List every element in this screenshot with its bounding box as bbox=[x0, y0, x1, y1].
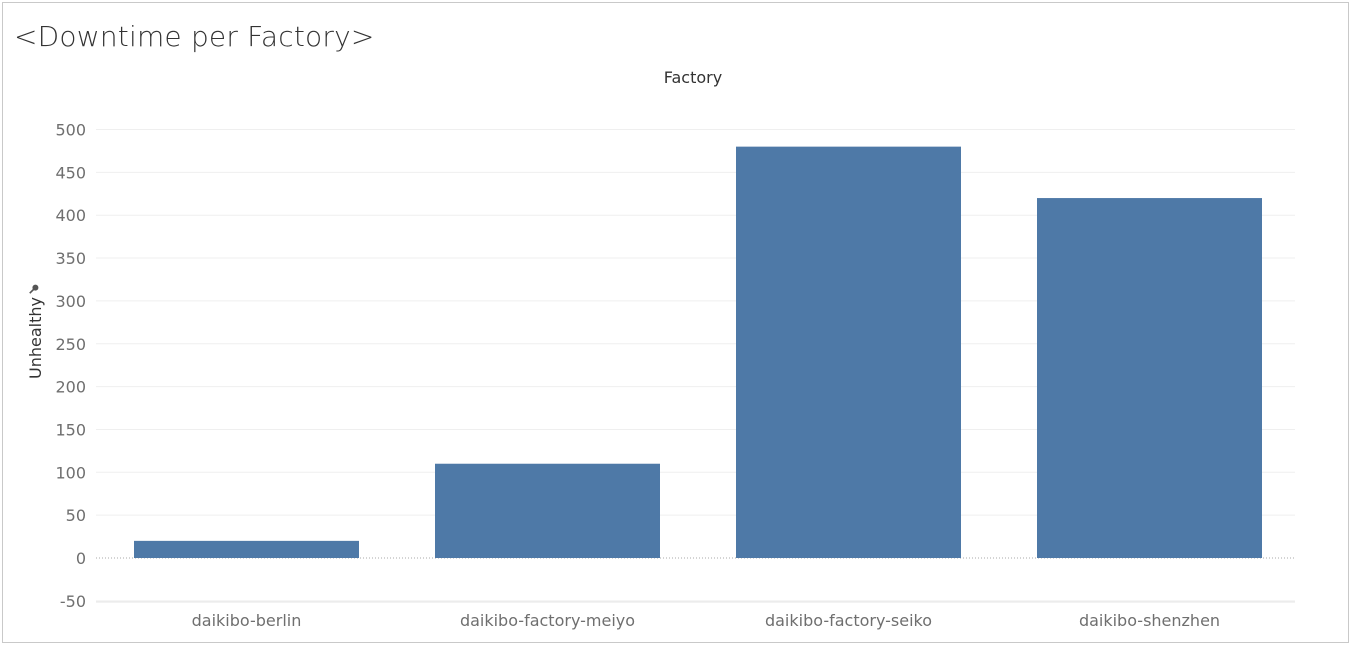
x-category-label: daikibo-berlin bbox=[192, 611, 302, 630]
y-tick-label: 450 bbox=[55, 163, 86, 182]
y-tick-label: 350 bbox=[55, 249, 86, 268]
y-tick-label: 0 bbox=[76, 549, 86, 568]
bars bbox=[134, 146, 1262, 558]
x-category-label: daikibo-shenzhen bbox=[1079, 611, 1220, 630]
x-category-label: daikibo-factory-seiko bbox=[765, 611, 932, 630]
x-axis-title: Factory bbox=[664, 68, 722, 87]
bar-daikibo-shenzhen[interactable] bbox=[1037, 198, 1262, 558]
y-tick-label: 150 bbox=[55, 420, 86, 439]
y-tick-label: 200 bbox=[55, 378, 86, 397]
chart-title: <Downtime per Factory> bbox=[14, 20, 375, 53]
x-category-label: daikibo-factory-meiyo bbox=[460, 611, 635, 630]
y-tick-label: 50 bbox=[66, 506, 86, 525]
bar-daikibo-factory-seiko[interactable] bbox=[736, 146, 961, 558]
y-tick-label: -50 bbox=[60, 592, 86, 611]
y-tick-label: 250 bbox=[55, 335, 86, 354]
bar-daikibo-factory-meiyo[interactable] bbox=[435, 463, 660, 558]
x-axis-categories: daikibo-berlin daikibo-factory-meiyo daiki… bbox=[192, 611, 1220, 630]
y-tick-label: 400 bbox=[55, 206, 86, 225]
y-tick-label: 500 bbox=[55, 121, 86, 140]
bar-daikibo-berlin[interactable] bbox=[134, 540, 359, 558]
y-tick-label: 100 bbox=[55, 463, 86, 482]
y-tick-label: 300 bbox=[55, 292, 86, 311]
y-axis-title[interactable]: Unhealthy bbox=[26, 297, 45, 379]
pin-icon[interactable] bbox=[28, 283, 40, 295]
